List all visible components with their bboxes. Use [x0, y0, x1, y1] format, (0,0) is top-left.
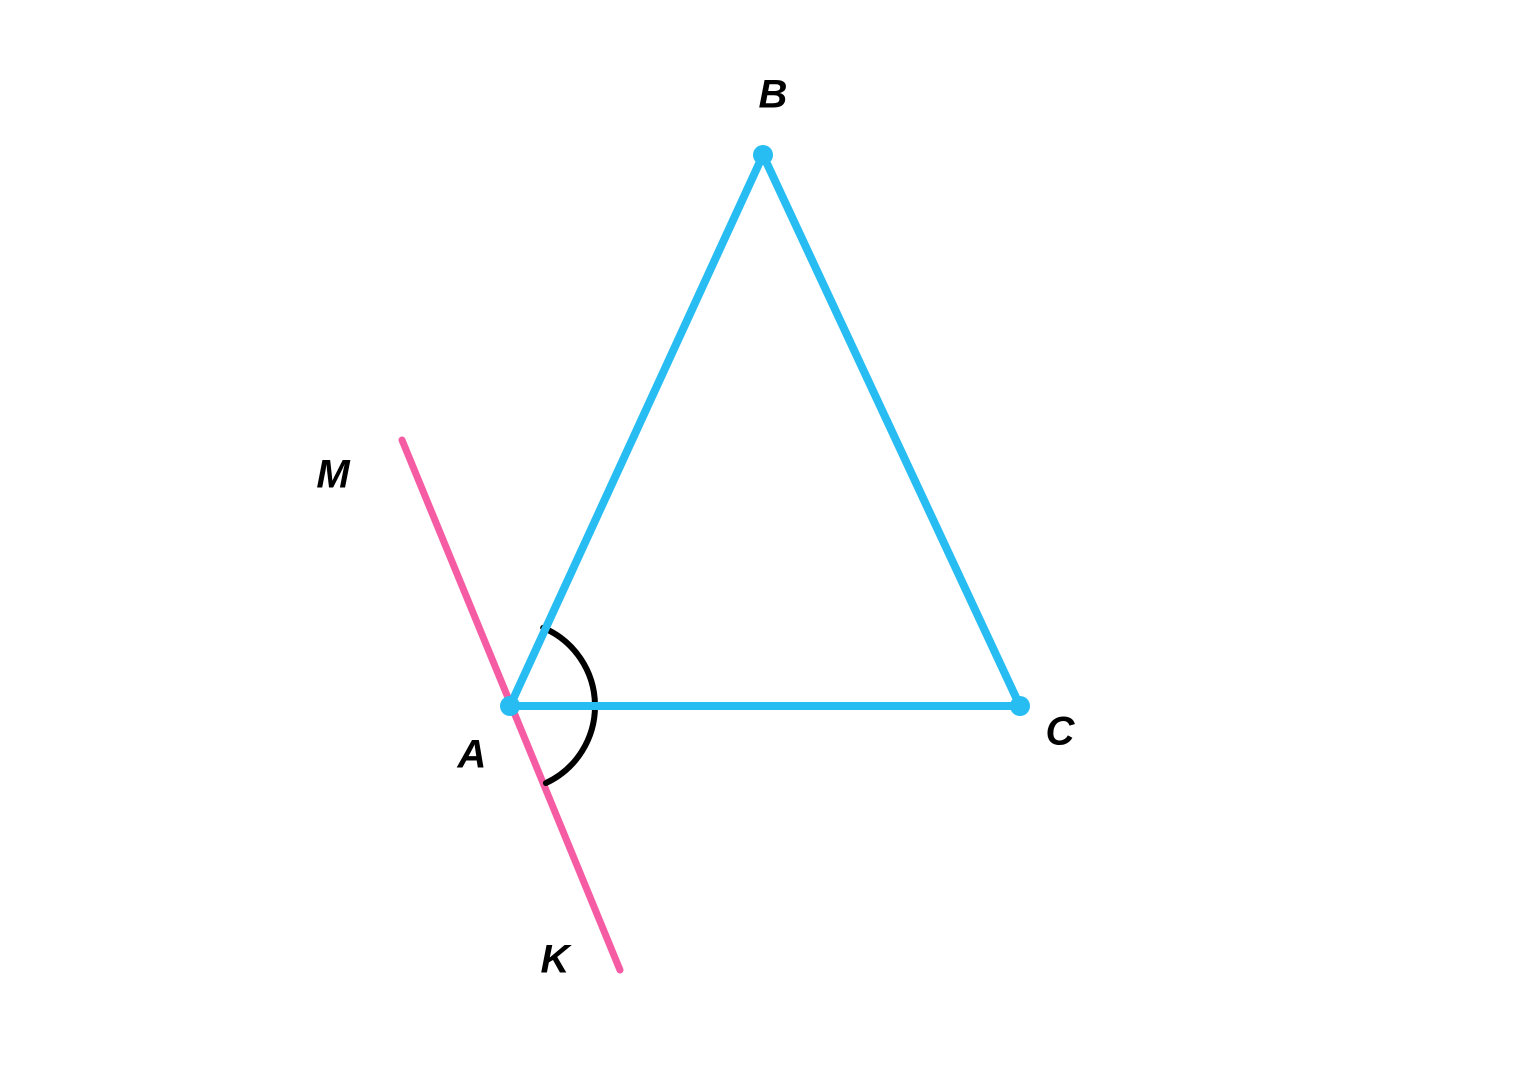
vertex-A	[500, 696, 520, 716]
label-B: B	[759, 73, 788, 118]
label-C: C	[1046, 710, 1075, 755]
diagram-svg	[0, 0, 1536, 1089]
vertex-C	[1010, 696, 1030, 716]
vertex-B	[753, 145, 773, 165]
triangle-ABC	[510, 155, 1020, 706]
label-A: A	[458, 733, 487, 778]
label-K: K	[541, 938, 570, 983]
geometry-diagram: B M A C K	[0, 0, 1536, 1089]
label-M: M	[316, 453, 349, 498]
